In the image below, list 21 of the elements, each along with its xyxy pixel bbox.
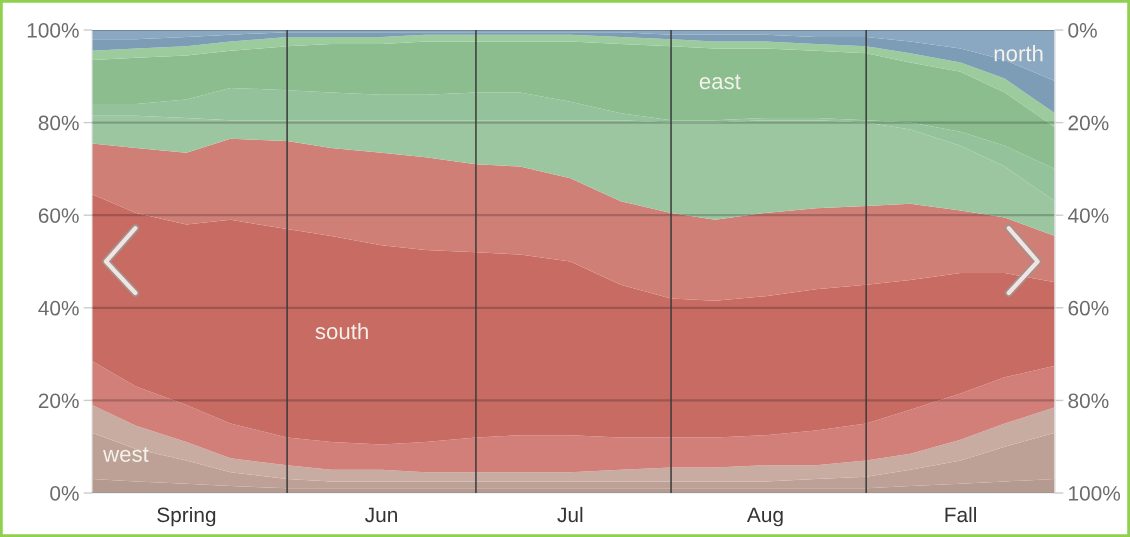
y-tick-label: 40% — [38, 300, 79, 316]
y-tick-label: 0% — [50, 486, 79, 501]
y2-tick-label: 20% — [1068, 115, 1109, 131]
y-tick-label: 100% — [27, 23, 79, 38]
series-label: west — [103, 447, 149, 462]
x-tick-label: Fall — [945, 506, 976, 523]
y-tick-label: 60% — [38, 208, 79, 223]
y2-tick-label: 60% — [1068, 300, 1109, 316]
x-tick-label: Jul — [557, 506, 583, 523]
y2-tick-label: 100% — [1069, 486, 1121, 501]
y2-tick-label: 80% — [1068, 393, 1109, 409]
x-tick-label: Spring — [157, 506, 216, 527]
series-label: north — [994, 45, 1043, 62]
y2-tick-label: 0% — [1068, 23, 1097, 38]
y-tick-label: 80% — [38, 115, 79, 131]
x-tick-label: Aug — [746, 507, 783, 527]
y2-tick-label: 40% — [1067, 208, 1109, 223]
x-tick-label: Jun — [365, 507, 397, 523]
series-label: east — [699, 74, 741, 90]
series-label: south — [315, 322, 368, 340]
y-tick-label: 20% — [38, 393, 79, 409]
